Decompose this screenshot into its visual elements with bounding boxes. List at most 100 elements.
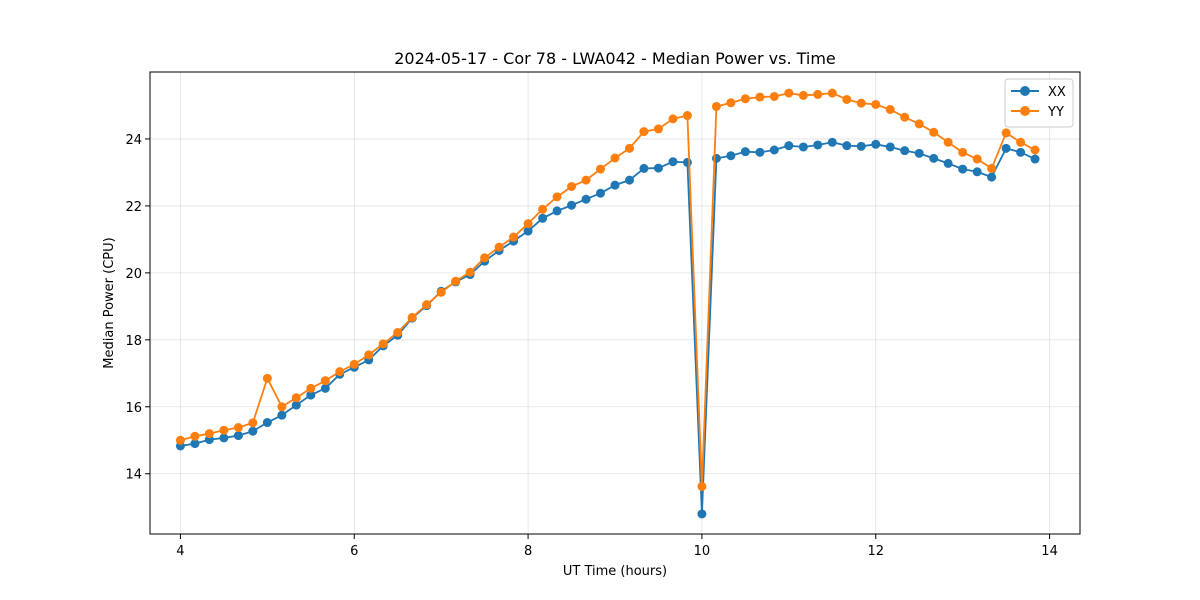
- data-point-xx: [552, 206, 562, 216]
- data-point-yy: [798, 90, 808, 100]
- data-point-yy: [900, 112, 910, 122]
- data-point-yy: [625, 143, 635, 153]
- data-point-yy: [451, 276, 461, 286]
- data-point-yy: [175, 435, 185, 445]
- data-point-xx: [943, 158, 953, 168]
- data-point-xx: [595, 188, 605, 198]
- data-point-yy: [653, 124, 663, 134]
- data-point-yy: [958, 147, 968, 157]
- data-point-xx: [320, 383, 330, 393]
- data-point-xx: [682, 157, 692, 167]
- data-point-yy: [378, 339, 388, 349]
- data-point-xx: [900, 146, 910, 156]
- x-tick-label: 8: [524, 544, 532, 559]
- data-point-yy: [364, 350, 374, 360]
- data-point-yy: [682, 111, 692, 121]
- data-point-yy: [929, 127, 939, 137]
- data-point-yy: [987, 163, 997, 173]
- data-point-yy: [233, 423, 243, 433]
- data-point-yy: [595, 164, 605, 174]
- data-point-yy: [1030, 145, 1040, 155]
- data-point-yy: [538, 204, 548, 214]
- data-point-yy: [740, 94, 750, 104]
- data-point-yy: [190, 431, 200, 441]
- x-tick-label: 4: [176, 544, 184, 559]
- data-point-yy: [914, 119, 924, 129]
- data-point-xx: [581, 194, 591, 204]
- data-point-yy: [856, 98, 866, 108]
- x-tick-label: 12: [867, 544, 884, 559]
- data-point-yy: [436, 287, 446, 297]
- data-point-xx: [885, 142, 895, 152]
- data-point-yy: [349, 359, 359, 369]
- y-tick-label: 24: [125, 133, 142, 148]
- data-point-xx: [755, 147, 765, 157]
- data-point-xx: [668, 157, 678, 167]
- x-tick-label: 10: [694, 544, 711, 559]
- data-point-xx: [1016, 147, 1026, 157]
- data-point-xx: [219, 433, 229, 443]
- data-point-yy: [697, 481, 707, 491]
- y-tick-label: 14: [125, 468, 142, 483]
- data-point-xx: [567, 200, 577, 210]
- data-point-xx: [958, 164, 968, 174]
- data-point-xx: [726, 151, 736, 161]
- data-point-yy: [827, 88, 837, 98]
- data-point-yy: [885, 105, 895, 114]
- legend-marker-yy: [1020, 106, 1030, 116]
- chart-title: 2024-05-17 - Cor 78 - LWA042 - Median Po…: [394, 49, 836, 68]
- data-point-yy: [494, 242, 504, 252]
- plot-area-frame: [149, 71, 1081, 535]
- data-point-yy: [262, 373, 272, 383]
- data-point-yy: [509, 232, 519, 242]
- data-point-xx: [1030, 154, 1040, 164]
- data-point-xx: [871, 139, 881, 149]
- data-point-yy: [407, 312, 417, 322]
- data-point-yy: [639, 127, 649, 137]
- legend: XX YY: [1004, 78, 1074, 128]
- data-point-yy: [320, 376, 330, 386]
- data-point-xx: [856, 141, 866, 151]
- y-tick-label: 22: [125, 200, 142, 215]
- x-axis-title: UT Time (hours): [563, 564, 667, 579]
- data-point-xx: [306, 390, 316, 400]
- data-point-yy: [204, 429, 214, 439]
- data-point-xx: [233, 431, 243, 441]
- data-point-xx: [842, 141, 852, 151]
- data-point-xx: [740, 147, 750, 157]
- data-point-xx: [972, 167, 982, 177]
- data-point-yy: [726, 98, 736, 108]
- data-point-yy: [552, 192, 562, 202]
- data-point-xx: [262, 418, 272, 428]
- x-tick-label: 14: [1041, 544, 1058, 559]
- data-point-yy: [711, 101, 721, 111]
- legend-marker-xx: [1020, 86, 1030, 96]
- y-axis-title: Median Power (CPU): [102, 237, 117, 368]
- grid: [150, 72, 1080, 534]
- legend-label-yy: YY: [1047, 105, 1064, 120]
- data-point-xx: [653, 163, 663, 173]
- data-point-yy: [668, 114, 678, 124]
- data-point-xx: [538, 213, 548, 223]
- data-point-yy: [219, 425, 229, 435]
- data-point-yy: [335, 367, 345, 377]
- y-tick-label: 20: [125, 267, 142, 282]
- data-point-yy: [610, 153, 620, 163]
- data-point-yy: [972, 154, 982, 164]
- data-point-xx: [639, 163, 649, 173]
- x-tick-label: 6: [350, 544, 358, 559]
- data-point-yy: [277, 402, 287, 412]
- data-point-xx: [291, 400, 301, 410]
- data-point-xx: [798, 142, 808, 152]
- data-point-yy: [943, 137, 953, 147]
- data-point-xx: [697, 509, 707, 519]
- data-point-xx: [711, 153, 721, 163]
- y-tick-label: 18: [125, 334, 142, 349]
- data-point-yy: [393, 327, 403, 337]
- data-point-xx: [523, 226, 533, 236]
- data-point-xx: [1001, 143, 1011, 153]
- data-point-yy: [465, 267, 475, 277]
- data-point-xx: [827, 137, 837, 147]
- data-point-yy: [291, 393, 301, 403]
